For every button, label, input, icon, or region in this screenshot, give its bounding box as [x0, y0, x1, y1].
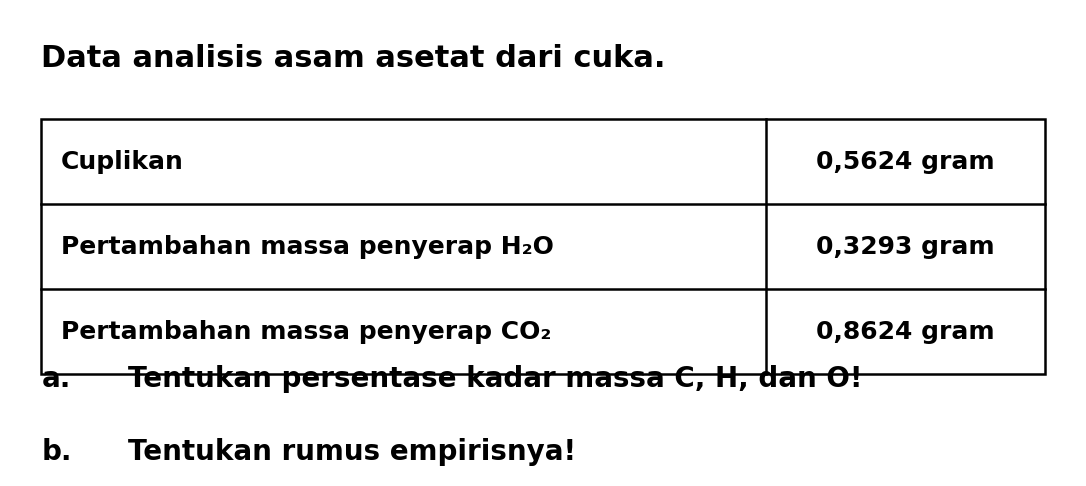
Text: Data analisis asam asetat dari cuka.: Data analisis asam asetat dari cuka. [41, 44, 666, 73]
Text: Pertambahan massa penyerap CO₂: Pertambahan massa penyerap CO₂ [61, 320, 552, 344]
Text: Cuplikan: Cuplikan [61, 150, 184, 174]
Text: Tentukan rumus empirisnya!: Tentukan rumus empirisnya! [128, 438, 577, 466]
Text: 0,3293 gram: 0,3293 gram [816, 235, 995, 259]
Text: a.: a. [41, 365, 71, 393]
Text: 0,8624 gram: 0,8624 gram [816, 320, 995, 344]
Text: Pertambahan massa penyerap H₂O: Pertambahan massa penyerap H₂O [61, 235, 554, 259]
Text: b.: b. [41, 438, 72, 466]
Text: Tentukan persentase kadar massa C, H, dan O!: Tentukan persentase kadar massa C, H, da… [128, 365, 862, 393]
Text: 0,5624 gram: 0,5624 gram [816, 150, 995, 174]
Bar [41, 119, 1045, 374]
